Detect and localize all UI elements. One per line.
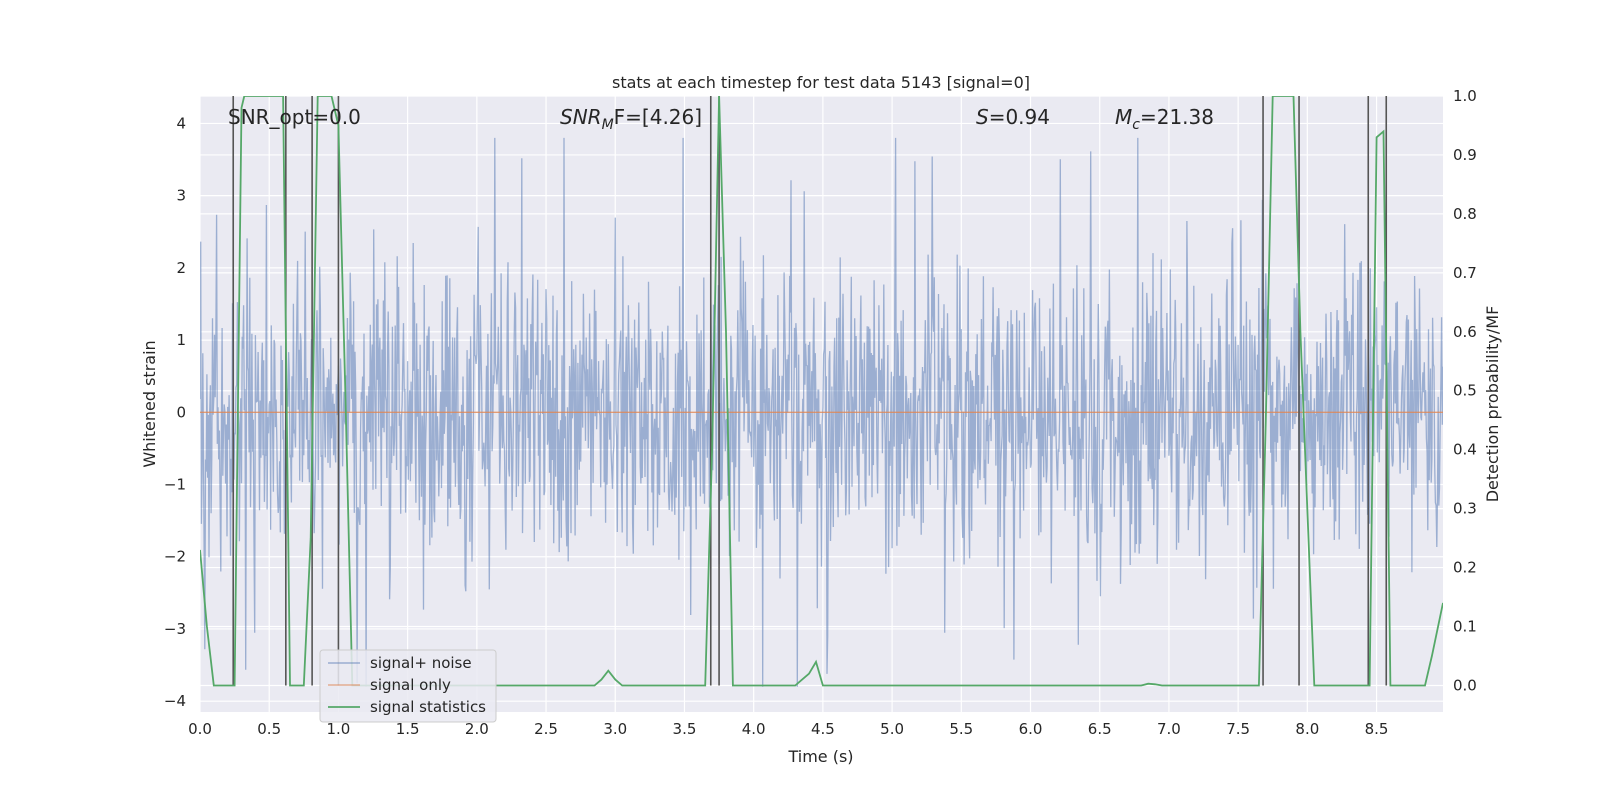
x-tick-label: 0.5 [257, 720, 281, 738]
s-prefix: S [976, 105, 989, 129]
y-tick-label-left: 1 [176, 331, 186, 349]
y-tick-label-left: 4 [176, 114, 186, 132]
y-tick-label-right: 0.1 [1453, 618, 1477, 636]
x-tick-label: 3.5 [673, 720, 697, 738]
x-tick-label: 0.0 [188, 720, 212, 738]
y-tick-label-left: 2 [176, 259, 186, 277]
y-tick-label-left: −2 [164, 548, 186, 566]
legend-label-signal-statistics: signal statistics [370, 698, 486, 716]
snr-mf-annotation: SNRMF=[4.26] [560, 105, 702, 133]
y-tick-label-right: 0.4 [1453, 441, 1477, 459]
series-signal-statistics [200, 96, 1443, 687]
x-tick-label: 2.0 [465, 720, 489, 738]
y-tick-label-right: 0.0 [1453, 676, 1477, 694]
snr-mf-suffix: F=[4.26] [614, 105, 702, 129]
s-suffix: =0.94 [989, 105, 1050, 129]
y-axis-label-right: Detection probability/MF [1483, 306, 1502, 503]
x-tick-label: 6.0 [1019, 720, 1043, 738]
snr-opt-annotation: SNR_opt=0.0 [228, 105, 361, 129]
x-tick-label: 8.0 [1295, 720, 1319, 738]
s-annotation: S=0.94 [976, 105, 1050, 129]
legend-label-signal-only: signal only [370, 676, 451, 694]
snr-mf-subscript: M [602, 117, 614, 133]
y-tick-label-right: 0.8 [1453, 205, 1477, 223]
y-tick-label-right: 0.3 [1453, 500, 1477, 518]
y-tick-label-right: 0.9 [1453, 146, 1477, 164]
mc-annotation: Mc=21.38 [1115, 105, 1214, 133]
y-tick-label-right: 1.0 [1453, 87, 1477, 105]
ticks: 0.0 0.5 1.0 1.5 2.0 2.5 3.0 3.5 4.0 4.5 5.0 5.5 6.0 6… [164, 87, 1477, 738]
legend-label-signal-noise: signal+ noise [370, 654, 472, 672]
x-tick-label: 5.5 [949, 720, 973, 738]
mc-subscript: c [1132, 117, 1140, 133]
y-axis-label-left: Whitened strain [140, 340, 159, 467]
mc-suffix: =21.38 [1140, 105, 1214, 129]
x-tick-label: 7.5 [1226, 720, 1250, 738]
x-axis-label: Time (s) [787, 747, 853, 766]
snr-mf-prefix: SNR [560, 105, 602, 129]
x-tick-label: 8.5 [1365, 720, 1389, 738]
y-tick-label-right: 0.6 [1453, 323, 1477, 341]
legend: signal+ noise signal only signal statist… [319, 649, 497, 723]
y-tick-label-right: 0.7 [1453, 264, 1477, 282]
x-tick-label: 1.0 [326, 720, 350, 738]
x-tick-label: 3.0 [603, 720, 627, 738]
chart-title: stats at each timestep for test data 514… [612, 73, 1030, 92]
series-signal-noise [200, 137, 1443, 687]
series-layer [200, 96, 1443, 687]
y-tick-label-left: −3 [164, 620, 186, 638]
y-tick-label-left: 0 [176, 403, 186, 421]
y-tick-label-left: −1 [164, 476, 186, 494]
x-tick-label: 4.5 [811, 720, 835, 738]
x-tick-label: 2.5 [534, 720, 558, 738]
mc-prefix: M [1115, 105, 1132, 129]
x-tick-label: 4.0 [742, 720, 766, 738]
y-tick-label-left: 3 [176, 187, 186, 205]
legend-box [319, 649, 497, 723]
y-tick-label-right: 0.5 [1453, 382, 1477, 400]
x-tick-label: 1.5 [396, 720, 420, 738]
x-tick-label: 6.5 [1088, 720, 1112, 738]
x-tick-label: 7.0 [1157, 720, 1181, 738]
y-tick-label-right: 0.2 [1453, 559, 1477, 577]
y-tick-label-left: −4 [164, 692, 186, 710]
x-tick-label: 5.0 [880, 720, 904, 738]
